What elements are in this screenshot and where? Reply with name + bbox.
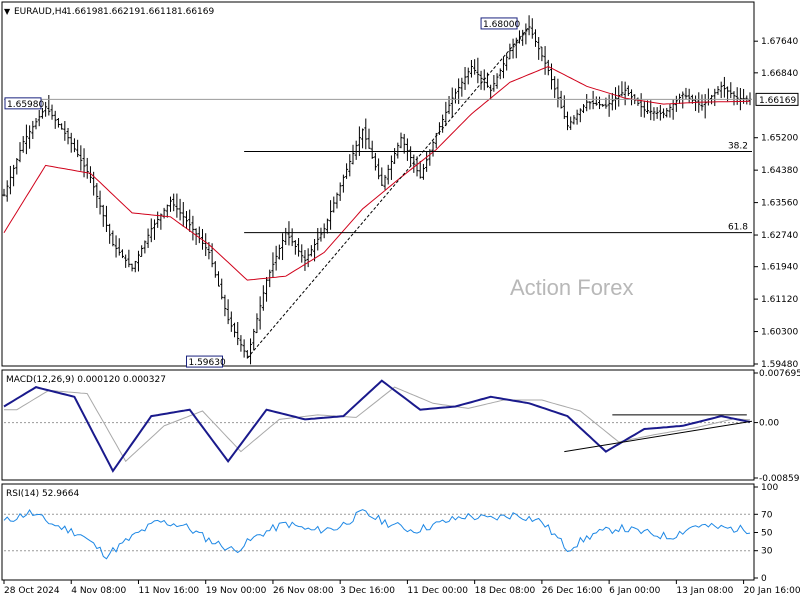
macd-support-line [564,420,753,453]
macd-line [3,379,751,473]
chart-title: EURAUD,H4 [14,7,67,17]
fib-level-label: 61.8 [728,223,748,233]
moving-average-line [3,65,751,281]
rsi-tick-label: 70 [761,510,773,520]
time-tick-label: 26 Nov 08:00 [273,586,334,596]
price-tick-label: 1.63560 [761,199,798,209]
price-annotation-label: 1.68000 [483,20,520,30]
price-annotation-label: 1.65980 [7,100,44,110]
price-annotation-box [4,97,42,110]
rsi-tick-label: 50 [761,529,773,539]
price-tick-label: 1.59480 [761,360,798,370]
rsi-line [3,509,751,560]
time-tick-label: 19 Nov 00:00 [206,586,267,596]
macd-panel-frame [1,369,755,481]
axes: 1.67640 1.66840 1.66169 1.65200 1.64380 1.635… [3,37,800,596]
rsi-panel-frame [1,483,755,581]
time-tick-label: 18 Dec 08:00 [475,586,536,596]
rsi-tick-label: 100 [761,483,778,493]
rsi-tick-label: 0 [761,574,767,584]
time-tick-label: 3 Dec 16:00 [340,586,395,596]
watermark: Action Forex [510,275,634,300]
price-tick-label: 1.67640 [761,37,798,47]
time-tick-label: 13 Jan 08:00 [676,586,733,596]
macd-tick-label: -0.008599 [759,474,800,484]
price-panel-frame [1,1,755,367]
ohlc-high: 1.66219 [103,7,140,17]
ohlc-close: 1.66169 [177,7,214,17]
time-tick-label: 28 Oct 2024 [4,586,60,596]
price-plot: 38.2 61.8 1.65980 1.68000 1.59630 [2,15,752,368]
time-tick-label: 20 Jan 16:00 [744,586,800,596]
price-annotation-label: 1.59630 [188,358,225,368]
macd-plot [3,379,753,473]
price-annotation-box [480,17,518,30]
rsi-label: RSI(14) 52.9664 [6,489,79,499]
time-tick-label: 11 Nov 16:00 [138,586,199,596]
macd-tick-label: 0.007695 [759,369,800,379]
trend-line [246,26,530,359]
price-tick-label: 1.64380 [761,166,798,176]
rsi-plot [3,509,752,560]
fib-level-label: 38.2 [728,142,748,152]
ohlc-low: 1.66118 [140,7,177,17]
price-tick-label: 1.66840 [761,69,798,79]
price-tick-label: 1.61940 [761,263,798,273]
macd-label: MACD(12,26,9) 0.000120 0.000327 [6,375,166,385]
time-tick-label: 4 Nov 08:00 [71,586,126,596]
ohlc-open: 1.66198 [66,7,103,17]
current-price-label: 1.66169 [759,96,796,106]
macd-tick-label: 0.00 [759,419,779,429]
price-tick-label: 1.60300 [761,328,798,338]
header-arrow: ▼ [4,7,11,16]
time-tick-label: 11 Dec 00:00 [407,586,468,596]
price-tick-label: 1.65200 [761,134,798,144]
current-price-badge [755,92,799,106]
time-tick-label: 6 Jan 00:00 [609,586,661,596]
price-annotation-box [185,355,223,368]
price-tick-label: 1.61120 [761,295,798,305]
time-tick-label: 26 Dec 16:00 [542,586,603,596]
price-tick-label: 1.62740 [761,231,798,241]
rsi-tick-label: 30 [761,547,773,557]
